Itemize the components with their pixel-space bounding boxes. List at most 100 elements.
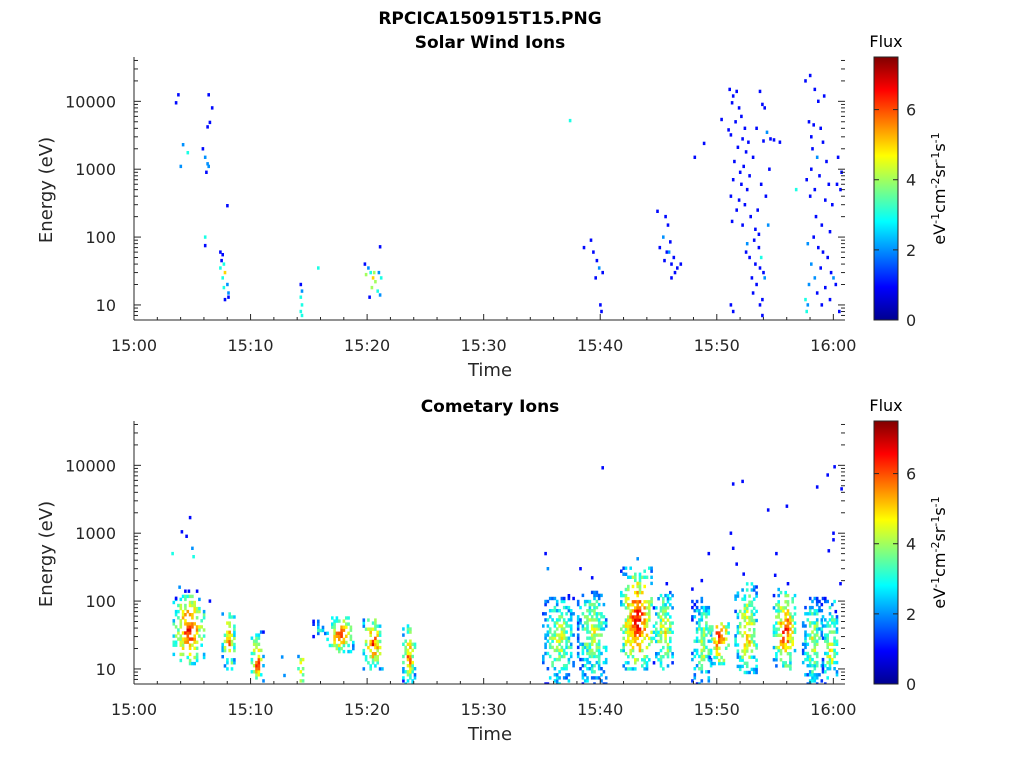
flux-cell: [331, 616, 334, 620]
flux-cell: [636, 636, 639, 641]
flux-cell: [641, 575, 644, 579]
solar-wind-colorbar-title: Flux: [869, 32, 902, 51]
flux-cell: [811, 673, 814, 677]
flux-cell: [736, 625, 740, 629]
flux-cell: [791, 642, 794, 647]
flux-cell: [362, 624, 366, 628]
flux-cell: [791, 618, 794, 622]
flux-cell: [662, 609, 665, 613]
flux-cell: [317, 628, 320, 633]
flux-cell: [324, 631, 327, 636]
flux-cell: [695, 627, 699, 631]
flux-cell: [669, 590, 672, 595]
x-tick-label: 16:00: [810, 700, 856, 719]
flux-cell: [815, 291, 819, 295]
flux-cell: [773, 573, 777, 577]
flux-cell: [624, 566, 628, 570]
flux-cell: [188, 631, 192, 635]
flux-cell: [791, 639, 794, 644]
flux-cell: [597, 645, 601, 650]
flux-cell: [786, 636, 790, 641]
flux-cell: [777, 587, 780, 592]
flux-cell: [786, 618, 790, 622]
flux-cell: [376, 645, 379, 650]
flux-cell: [736, 594, 740, 598]
flux-cell: [192, 555, 195, 559]
flux-cell: [645, 612, 649, 616]
flux-cell: [659, 615, 663, 619]
flux-cell: [833, 660, 836, 665]
flux-cell: [413, 645, 417, 650]
flux-cell: [371, 661, 375, 665]
flux-cell: [590, 627, 594, 631]
flux-cell: [833, 599, 836, 604]
flux-cell: [808, 679, 812, 683]
flux-cell: [791, 630, 794, 634]
flux-cell: [565, 667, 568, 671]
flux-cell: [700, 596, 704, 601]
flux-cell: [813, 645, 817, 650]
flux-cell: [627, 615, 630, 619]
flux-cell: [567, 594, 571, 598]
flux-cell: [782, 621, 785, 625]
flux-cell: [546, 651, 550, 656]
x-tick-label: 15:40: [577, 336, 623, 355]
flux-cell: [650, 581, 653, 586]
flux-cell: [233, 658, 236, 662]
flux-cell: [586, 621, 589, 625]
flux-cell: [808, 621, 812, 625]
colorbar-tick-label: 6: [906, 101, 916, 120]
flux-cell: [191, 625, 194, 629]
flux-cell: [652, 606, 656, 610]
flux-cell: [752, 588, 756, 592]
flux-cell: [789, 636, 792, 641]
flux-cell: [636, 624, 639, 628]
flux-cell: [828, 605, 832, 610]
flux-cell: [250, 660, 254, 665]
flux-cell: [567, 673, 571, 677]
flux-cell: [280, 655, 284, 659]
flux-cell: [551, 639, 554, 643]
flux-cell: [831, 642, 834, 646]
flux-cell: [736, 145, 740, 149]
flux-cell: [730, 101, 734, 105]
flux-cell: [381, 667, 384, 671]
flux-cell: [586, 660, 589, 665]
flux-cell: [255, 639, 258, 643]
flux-cell: [826, 660, 829, 665]
flux-cell: [786, 633, 790, 637]
flux-cell: [715, 625, 719, 629]
flux-cell: [228, 615, 231, 619]
flux-cell: [705, 645, 708, 650]
flux-cell: [662, 645, 665, 650]
flux-cell: [376, 655, 379, 659]
flux-cell: [652, 636, 656, 641]
flux-cell: [804, 639, 807, 643]
y-tick-label: 100: [85, 228, 116, 247]
flux-cell: [735, 208, 738, 212]
flux-cell: [786, 639, 790, 644]
flux-cell: [695, 609, 699, 613]
flux-cell: [171, 551, 174, 556]
flux-cell: [629, 612, 632, 616]
flux-cell: [755, 591, 758, 595]
flux-cell: [179, 622, 183, 626]
flux-cell: [588, 651, 592, 656]
flux-cell: [406, 642, 410, 646]
flux-cell: [627, 667, 630, 671]
flux-cell: [542, 657, 545, 662]
flux-cell: [777, 593, 780, 598]
flux-cell: [762, 139, 765, 143]
flux-cell: [791, 615, 794, 619]
flux-cell: [784, 618, 787, 622]
flux-cell: [693, 673, 697, 677]
flux-cell: [338, 634, 341, 638]
flux-cell: [700, 639, 704, 643]
flux-cell: [638, 615, 642, 619]
flux-cell: [331, 643, 334, 648]
flux-cell: [252, 664, 256, 668]
flux-cell: [745, 634, 749, 638]
flux-cell: [177, 628, 180, 632]
flux-cell: [691, 679, 694, 683]
flux-cell: [634, 633, 637, 637]
